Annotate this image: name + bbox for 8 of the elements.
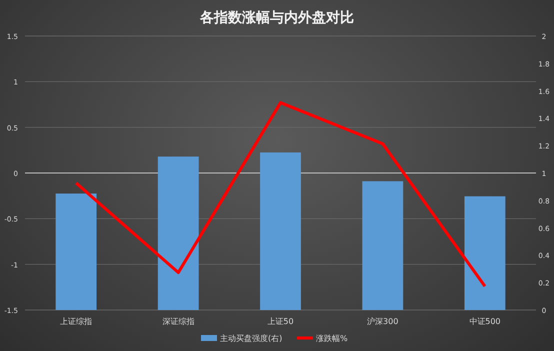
legend-label: 涨跌幅% (316, 334, 348, 343)
x-tick-label: 上证综指 (60, 317, 92, 326)
x-tick-label: 沪深300 (367, 317, 398, 326)
x-tick-label: 深证综指 (162, 317, 194, 326)
x-tick-label: 上证50 (267, 317, 294, 326)
x-tick-label: 中证500 (469, 317, 501, 326)
chart-title: 各指数涨幅与内外盘对比 (199, 10, 354, 26)
legend-label: 主动买盘强度(右) (220, 334, 282, 343)
